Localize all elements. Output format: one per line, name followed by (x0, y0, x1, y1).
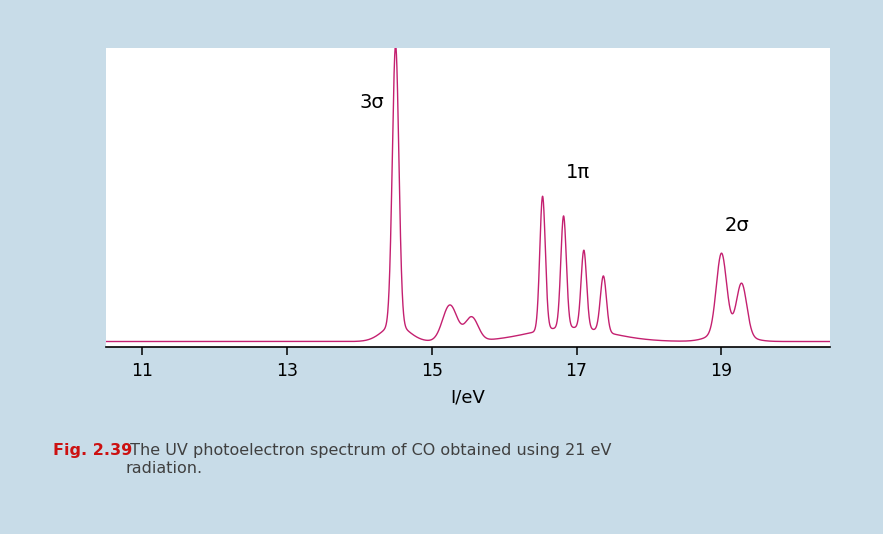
Text: Fig. 2.39: Fig. 2.39 (53, 443, 132, 458)
Text: 2σ: 2σ (725, 216, 750, 235)
X-axis label: I/eV: I/eV (450, 389, 486, 407)
Text: 3σ: 3σ (359, 93, 384, 112)
Text: The UV photoelectron spectrum of CO obtained using 21 eV
radiation.: The UV photoelectron spectrum of CO obta… (125, 443, 612, 476)
Text: 1π: 1π (566, 163, 590, 182)
